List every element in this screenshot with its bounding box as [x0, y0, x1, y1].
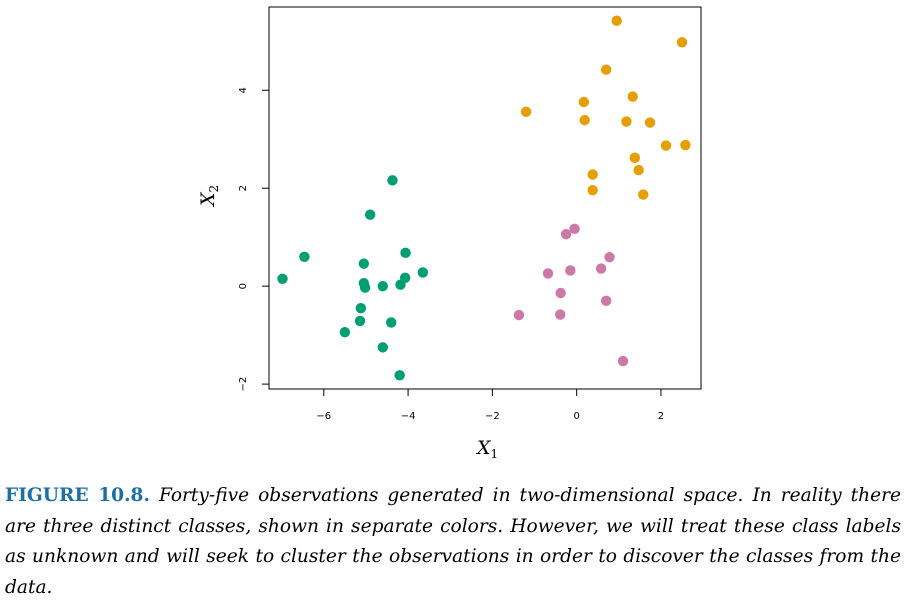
data-point: [340, 327, 350, 337]
data-point: [633, 165, 643, 175]
data-point: [638, 189, 648, 199]
data-point: [355, 316, 365, 326]
data-point: [601, 64, 611, 74]
data-point: [514, 310, 524, 320]
x-axis-title: X1: [475, 437, 498, 461]
x-tick-label: −2: [485, 411, 500, 422]
data-point: [621, 116, 631, 126]
data-point: [661, 140, 671, 150]
data-point: [565, 265, 575, 275]
y-axis: −2 0 2 4: [238, 87, 269, 391]
data-point: [365, 209, 375, 219]
y-tick-label: 4: [238, 87, 249, 93]
data-point: [645, 117, 655, 127]
figure-label: FIGURE 10.8.: [5, 485, 150, 506]
data-point: [596, 263, 606, 273]
y-tick-label: 2: [238, 185, 249, 191]
x-tick-label: −4: [401, 411, 416, 422]
data-point: [628, 91, 638, 101]
data-point: [618, 356, 628, 366]
data-point: [359, 258, 369, 268]
data-point: [579, 115, 589, 125]
data-point: [360, 282, 370, 292]
y-axis-title-main: X: [197, 191, 219, 208]
data-point: [395, 279, 405, 289]
data-point: [601, 296, 611, 306]
data-point: [555, 309, 565, 319]
data-point: [555, 288, 565, 298]
data-point: [604, 252, 614, 262]
y-axis-title: X2: [197, 185, 221, 208]
series-3: [277, 175, 428, 380]
data-point: [521, 107, 531, 117]
x-axis-title-main: X: [475, 437, 492, 459]
data-point: [579, 97, 589, 107]
plot-area-frame: [269, 7, 701, 389]
data-points: [277, 16, 690, 381]
data-point: [543, 268, 553, 278]
data-point: [356, 303, 366, 313]
data-point: [612, 16, 622, 26]
data-point: [299, 252, 309, 262]
x-tick-label: 2: [658, 411, 664, 422]
data-point: [677, 37, 687, 47]
y-tick-label: −2: [238, 377, 249, 392]
x-tick-label: 0: [573, 411, 579, 422]
data-point: [378, 342, 388, 352]
y-tick-label: 0: [238, 283, 249, 289]
data-point: [569, 224, 579, 234]
data-point: [387, 175, 397, 185]
data-point: [680, 140, 690, 150]
data-point: [378, 281, 388, 291]
data-point: [418, 267, 428, 277]
data-point: [587, 169, 597, 179]
data-point: [630, 153, 640, 163]
series-2: [514, 224, 629, 367]
series-1: [521, 16, 691, 200]
data-point: [386, 317, 396, 327]
data-point: [277, 274, 287, 284]
figure-caption: FIGURE 10.8. Forty-five observations gen…: [5, 481, 901, 603]
x-axis: −6 −4 −2 0 2: [316, 389, 664, 422]
x-axis-title-subscript: 1: [491, 447, 499, 461]
data-point: [400, 248, 410, 258]
data-point: [394, 370, 404, 380]
x-tick-label: −6: [316, 411, 331, 422]
y-axis-title-subscript: 2: [207, 185, 221, 193]
data-point: [587, 185, 597, 195]
